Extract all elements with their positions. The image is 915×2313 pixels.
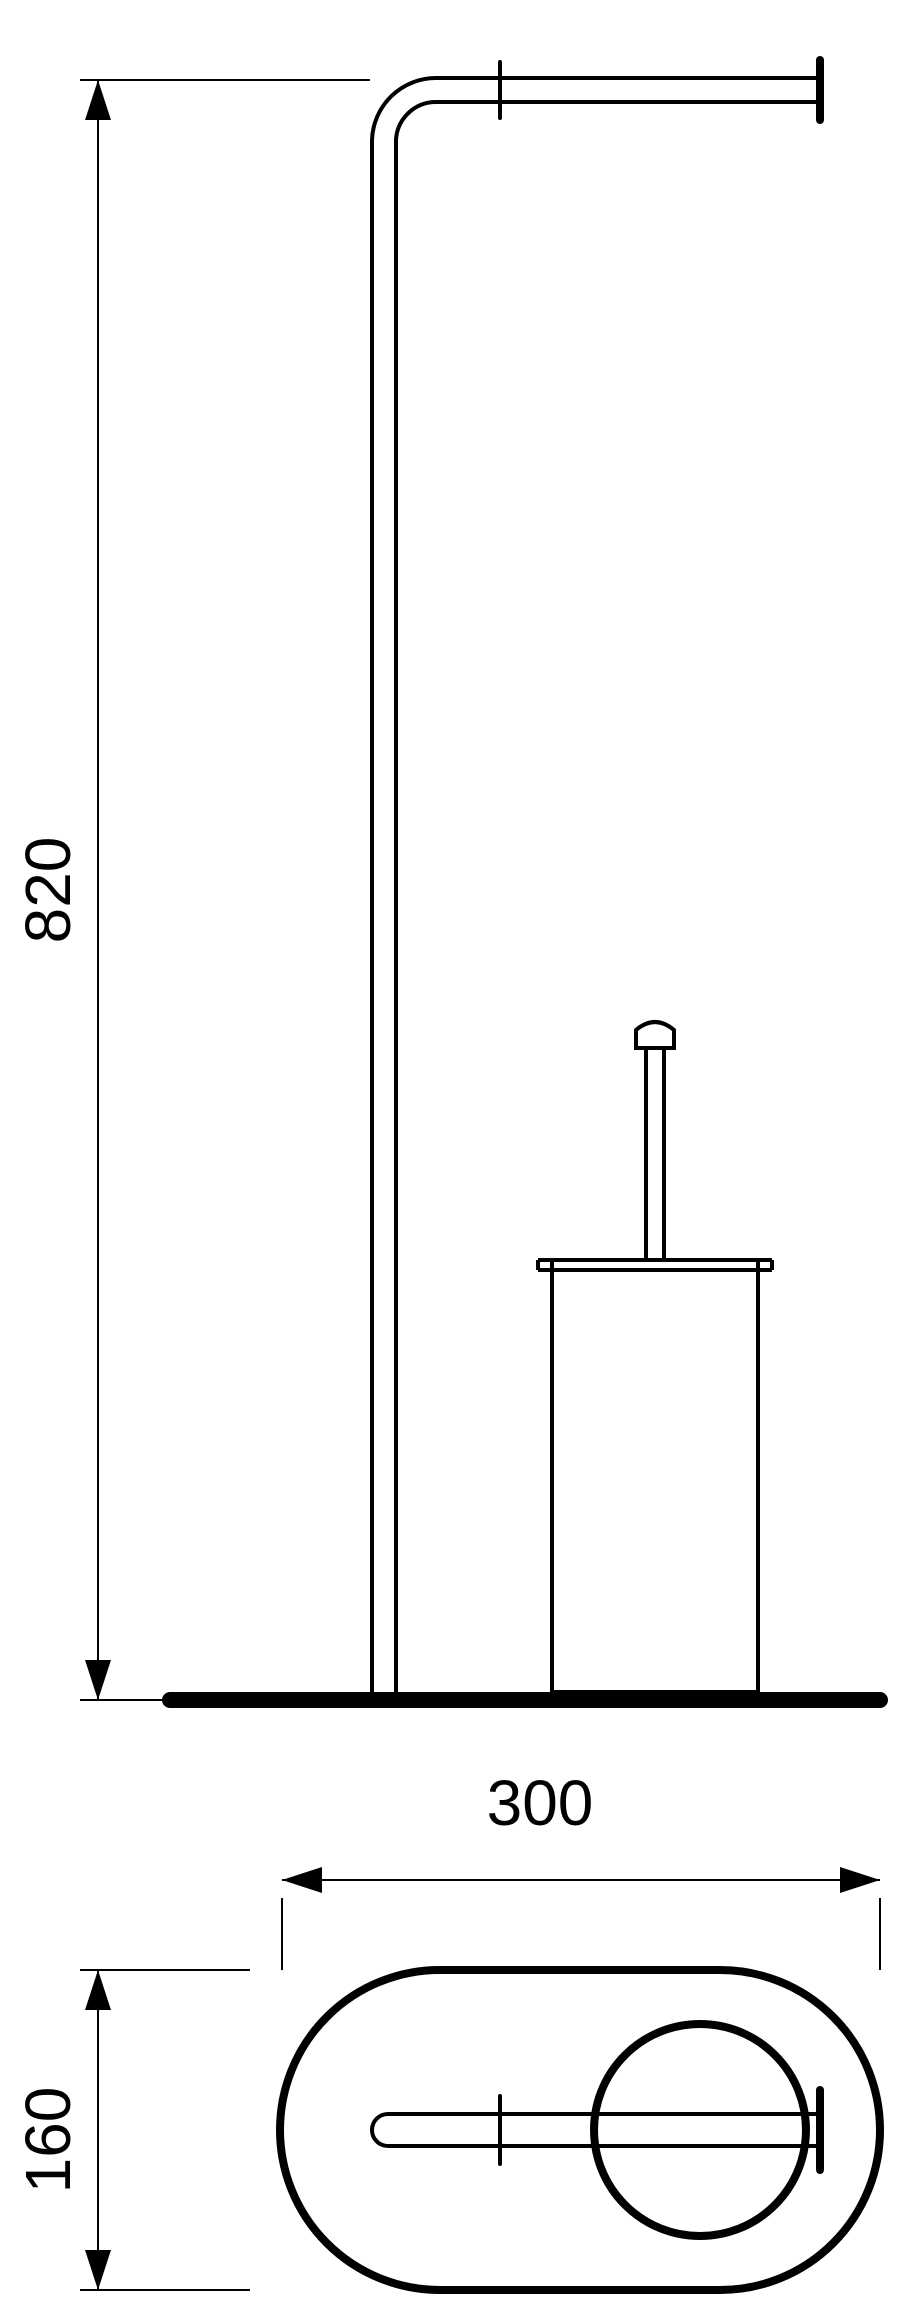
dim-300-label: 300: [487, 1767, 594, 1839]
pole-outer-edge: [372, 78, 820, 1692]
brush-circle-top: [594, 2024, 806, 2236]
dim-160-label: 160: [12, 2087, 84, 2194]
dim-820-label: 820: [12, 837, 84, 944]
brush-handle-cap: [636, 1022, 674, 1048]
brush-cylinder: [552, 1260, 758, 1692]
